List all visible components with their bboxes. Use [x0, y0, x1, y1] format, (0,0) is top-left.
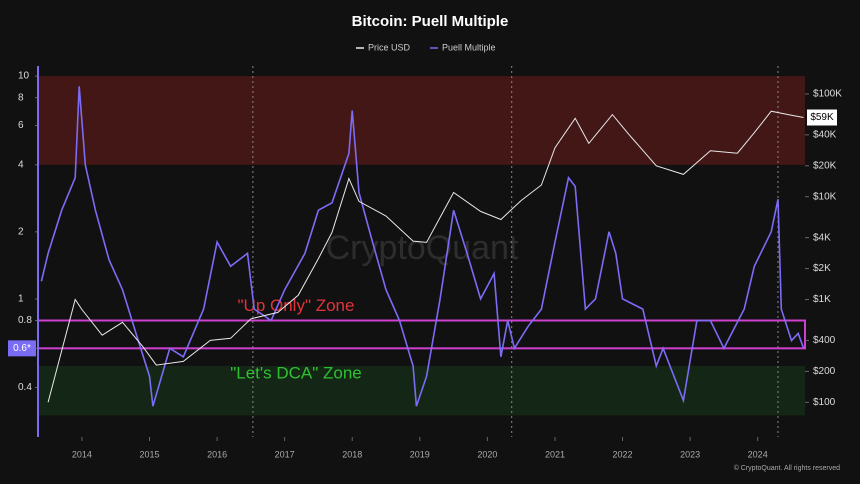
annotation: "Let's DCA" Zone [230, 363, 362, 382]
value-label: $59K [810, 112, 834, 123]
y2-tick-label: $200 [813, 366, 836, 377]
zone-band [38, 76, 805, 165]
series-line [40, 86, 805, 407]
legend-label: Puell Multiple [442, 42, 496, 52]
y-tick-label: 8 [18, 92, 24, 103]
y-tick-label: 1 [18, 294, 24, 305]
y2-tick-label: $100K [813, 89, 842, 100]
y2-tick-label: $4K [813, 232, 831, 243]
value-label: 0.6* [13, 343, 31, 354]
y-tick-label: 4 [18, 159, 24, 170]
credit: © CryptoQuant. All rights reserved [734, 464, 840, 472]
watermark: CryptoQuant [326, 229, 519, 267]
x-tick-label: 2017 [275, 449, 295, 459]
x-tick-label: 2020 [477, 449, 497, 459]
y-tick-label: 0.4 [18, 382, 32, 393]
x-tick-label: 2016 [207, 449, 227, 459]
legend-label: Price USD [368, 42, 411, 52]
x-tick-label: 2022 [613, 449, 633, 459]
y2-tick-label: $400 [813, 335, 836, 346]
y-tick-label: 10 [18, 71, 30, 82]
value-label-box [807, 109, 837, 126]
x-tick-label: 2015 [139, 449, 159, 459]
x-tick-label: 2014 [72, 449, 92, 459]
y-tick-label: 0.8 [18, 315, 32, 326]
y2-tick-label: $1K [813, 294, 831, 305]
y-tick-label: 2 [18, 226, 24, 237]
value-label-box [8, 340, 36, 357]
zone-label: "Up Only" Zone [238, 296, 355, 315]
y2-tick-label: $100 [813, 397, 836, 408]
x-tick-label: 2023 [680, 449, 700, 459]
x-tick-label: 2018 [342, 449, 362, 459]
x-tick-label: 2021 [545, 449, 565, 459]
y-tick-label: 6 [18, 120, 24, 131]
y2-tick-label: $20K [813, 160, 837, 171]
x-tick-label: 2024 [748, 449, 768, 459]
x-tick-label: 2019 [410, 449, 430, 459]
y2-tick-label: $40K [813, 129, 837, 140]
chart-title: Bitcoin: Puell Multiple [352, 13, 509, 30]
y2-tick-label: $10K [813, 191, 837, 202]
series-line [47, 110, 804, 403]
y2-tick-label: $2K [813, 263, 831, 274]
